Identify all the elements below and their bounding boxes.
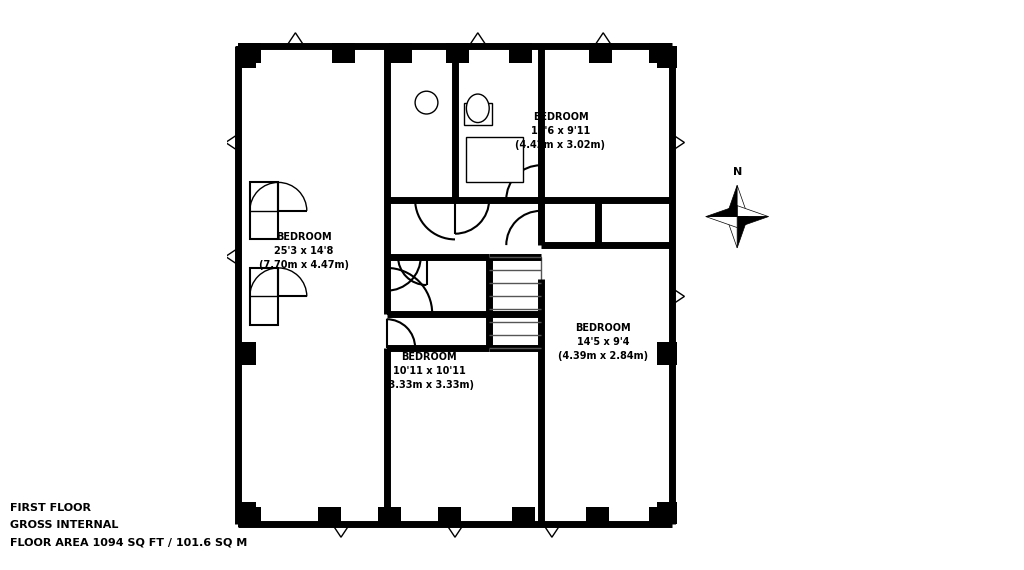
Text: BEDROOM
14'6 x 9'11
(4.42m x 3.02m): BEDROOM 14'6 x 9'11 (4.42m x 3.02m) — [515, 112, 605, 150]
Bar — [657, 342, 677, 365]
Bar — [466, 137, 523, 182]
Polygon shape — [737, 185, 749, 217]
Bar — [236, 502, 256, 524]
Bar — [250, 268, 279, 325]
Bar — [250, 182, 279, 239]
Bar — [509, 43, 531, 63]
Ellipse shape — [466, 94, 489, 123]
Polygon shape — [706, 206, 737, 217]
Bar — [512, 507, 535, 527]
Text: FIRST FLOOR: FIRST FLOOR — [10, 503, 91, 513]
Polygon shape — [737, 206, 768, 217]
Polygon shape — [737, 217, 749, 248]
Text: N: N — [732, 166, 741, 177]
Bar — [464, 103, 493, 125]
Bar — [586, 507, 609, 527]
Bar — [378, 507, 400, 527]
Bar — [236, 46, 256, 68]
Polygon shape — [726, 185, 737, 217]
Bar — [446, 43, 469, 63]
Polygon shape — [737, 217, 768, 227]
Bar — [657, 502, 677, 524]
Bar — [649, 43, 672, 63]
Bar — [438, 507, 461, 527]
Text: BEDROOM
25'3 x 14'8
(7.70m x 4.47m): BEDROOM 25'3 x 14'8 (7.70m x 4.47m) — [259, 232, 349, 270]
Bar — [239, 43, 261, 63]
Bar — [649, 507, 672, 527]
Bar — [236, 342, 256, 365]
Circle shape — [415, 91, 438, 114]
Polygon shape — [726, 217, 737, 248]
Text: GROSS INTERNAL: GROSS INTERNAL — [10, 520, 119, 530]
Text: FLOOR AREA 1094 SQ FT / 101.6 SQ M: FLOOR AREA 1094 SQ FT / 101.6 SQ M — [10, 537, 248, 547]
Bar — [333, 43, 355, 63]
Bar — [239, 507, 261, 527]
Bar — [657, 46, 677, 68]
Bar — [389, 43, 413, 63]
Text: BEDROOM
10'11 x 10'11
(3.33m x 3.33m): BEDROOM 10'11 x 10'11 (3.33m x 3.33m) — [384, 352, 474, 389]
Bar — [589, 43, 611, 63]
Polygon shape — [706, 217, 737, 227]
Bar — [489, 256, 541, 348]
Text: BEDROOM
14'5 x 9'4
(4.39m x 2.84m): BEDROOM 14'5 x 9'4 (4.39m x 2.84m) — [558, 323, 648, 361]
Bar — [318, 507, 341, 527]
